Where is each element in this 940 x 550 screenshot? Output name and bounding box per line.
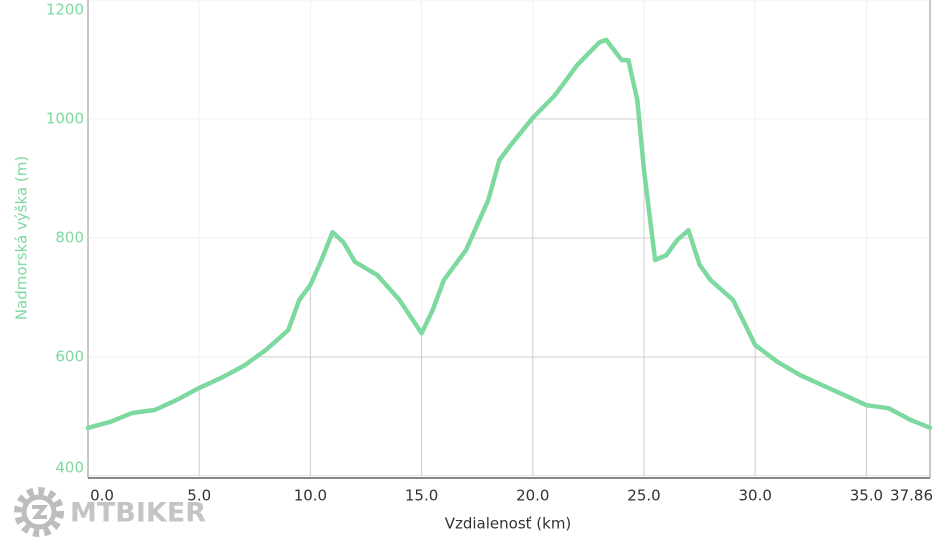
y-tick-label: 800: [55, 229, 84, 247]
x-tick-label: 20.0: [516, 487, 549, 505]
x-tick-label: 10.0: [294, 487, 327, 505]
x-tick-label: 15.0: [405, 487, 438, 505]
x-tick-label: 5.0: [187, 487, 211, 505]
logo-text: MTBIKER: [70, 498, 206, 529]
logo-icon: [14, 487, 64, 537]
x-tick-label: 37.86: [890, 487, 933, 505]
x-tick-label: 0.0: [90, 487, 114, 505]
y-tick-label: 400: [55, 459, 84, 477]
y-tick-label: 1000: [46, 110, 84, 128]
line: [85, 37, 933, 431]
x-tick-label: 25.0: [627, 487, 660, 505]
y-tick-label: 600: [55, 348, 84, 366]
x-axis-title: Vzdialenosť (km): [445, 515, 572, 533]
y-axis-title: Nadmorská výška (m): [13, 156, 31, 320]
y-tick-label: 1200: [46, 1, 84, 19]
x-tick-label: 30.0: [738, 487, 771, 505]
x-tick-label: 35.0: [850, 487, 883, 505]
